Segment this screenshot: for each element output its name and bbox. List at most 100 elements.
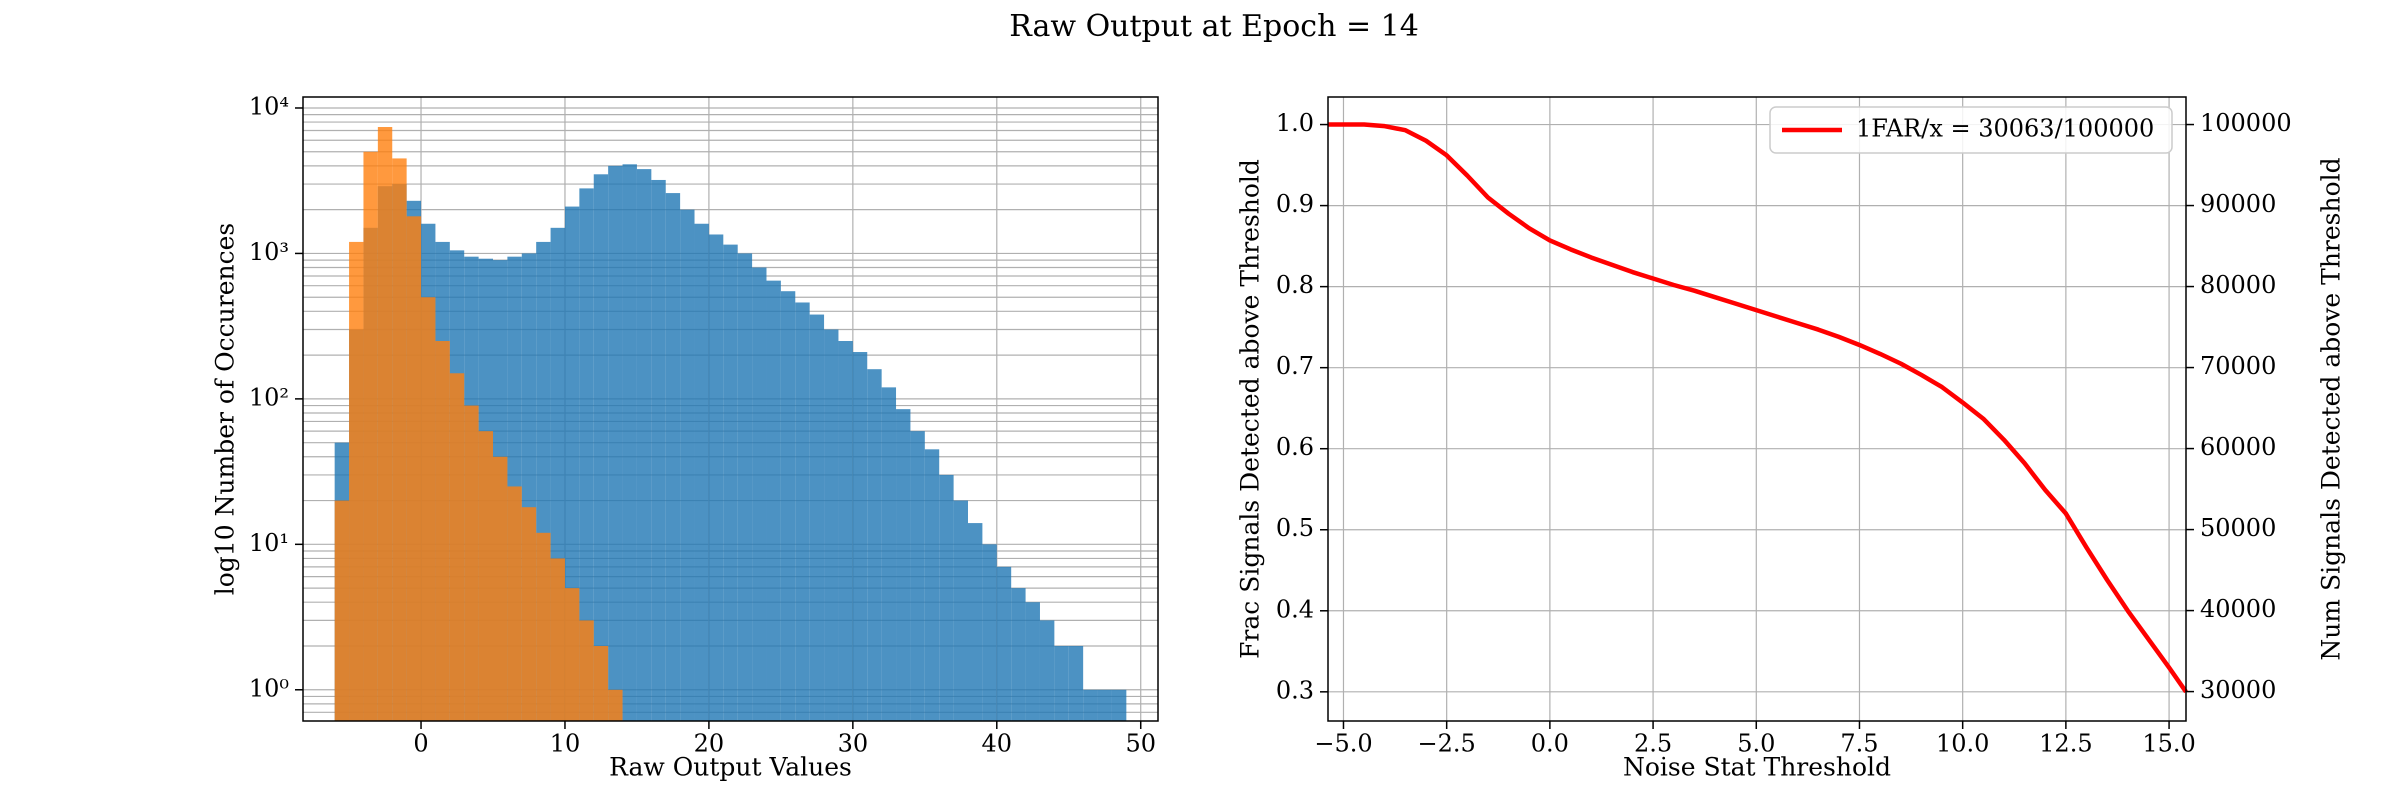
histogram-bar (809, 314, 825, 721)
histogram-bar (665, 193, 681, 722)
y-tick-label: 0.5 (1276, 514, 1314, 542)
histogram-bar (550, 558, 565, 721)
histogram-bar (579, 620, 594, 721)
histogram-bar (1083, 689, 1098, 721)
y2-tick-label: 90000 (2200, 190, 2276, 218)
bars (334, 127, 1127, 722)
histogram-bar (608, 689, 623, 721)
histogram-bar (579, 188, 594, 721)
y-tick-label: 10² (249, 383, 289, 411)
y-axis-label: Frac Signals Detected above Threshold (1236, 159, 1265, 659)
x-tick-label: 15.0 (2142, 730, 2195, 758)
y2-tick-label: 30000 (2200, 676, 2276, 704)
y-tick-label: 10⁴ (249, 92, 289, 120)
histogram-bar (435, 341, 450, 721)
histogram-bar (896, 409, 911, 721)
legend-label: 1FAR/x = 30063/100000 (1856, 115, 2154, 143)
histogram-bar (406, 216, 422, 721)
histogram-bar (449, 373, 465, 721)
histogram-bar (521, 507, 537, 721)
x-tick-label: 30 (838, 730, 869, 758)
histogram-bar (651, 179, 666, 721)
histogram-bar (464, 405, 479, 721)
histogram-bar (910, 431, 925, 721)
histogram-bar (1039, 620, 1055, 721)
histogram-bar (1011, 588, 1026, 721)
histogram-bar (377, 127, 393, 721)
x-tick-label: −5.0 (1314, 730, 1372, 758)
y2-tick-label: 40000 (2200, 595, 2276, 623)
x-tick-label: 12.5 (2039, 730, 2092, 758)
x-tick-label: 7.5 (1840, 730, 1878, 758)
y-tick-label: 0.6 (1276, 433, 1314, 461)
y2-axis-label: Num Signals Detected above Threshold (2317, 157, 2346, 660)
histogram-bar (795, 302, 810, 721)
histogram-bar (593, 645, 609, 721)
histogram-bar (953, 500, 968, 721)
legend-box (1769, 106, 2173, 154)
histogram-bar (1068, 645, 1084, 721)
histogram-bar (867, 369, 882, 721)
histogram-bar (493, 456, 508, 721)
y-tick-label: 0.4 (1276, 595, 1314, 623)
x-tick-label: 5.0 (1737, 730, 1775, 758)
histogram-bar (608, 165, 623, 722)
x-tick-label: 10.0 (1936, 730, 1989, 758)
x-tick-label: 2.5 (1634, 730, 1672, 758)
y-tick-label: 10¹ (249, 529, 289, 557)
histogram-bar (737, 253, 753, 721)
x-axis-label: Raw Output Values (609, 753, 852, 782)
histogram-bar (1025, 602, 1040, 721)
histogram-bar (334, 500, 350, 721)
histogram-bar (939, 474, 954, 721)
histogram-bar (507, 486, 522, 721)
histogram-bar (622, 164, 637, 721)
data-line (1328, 122, 2188, 694)
y2-tick-label: 100000 (2200, 109, 2292, 137)
figure-title: Raw Output at Epoch = 14 (1009, 9, 1419, 44)
histogram-bar (349, 241, 364, 722)
histogram-bar (982, 544, 997, 721)
plot-frame (1327, 96, 2187, 722)
histogram-bar (421, 297, 436, 721)
histogram-bar (1111, 689, 1127, 721)
y2-tick-label: 70000 (2200, 352, 2276, 380)
histogram-bar (780, 291, 796, 721)
histogram-bar (694, 223, 709, 722)
histogram-bar (838, 341, 853, 721)
x-tick-label: 20 (694, 730, 725, 758)
histogram-bar (1097, 689, 1112, 721)
y-tick-label: 10⁰ (249, 674, 289, 702)
histogram-bar (924, 449, 940, 721)
histogram-bar (636, 169, 652, 721)
y-tick-label: 0.8 (1276, 271, 1314, 299)
histogram-bar (723, 244, 738, 722)
histogram-bar (478, 431, 493, 721)
y2-tick-label: 60000 (2200, 433, 2276, 461)
y-tick-label: 0.7 (1276, 352, 1314, 380)
histogram-bar (392, 158, 407, 721)
histogram-bar (996, 566, 1012, 721)
x-tick-label: −2.5 (1418, 730, 1476, 758)
histogram-bar (1054, 645, 1069, 721)
histogram-bar (564, 588, 580, 721)
y-axis-label: log10 Number of Occurences (211, 223, 240, 596)
y2-tick-label: 80000 (2200, 271, 2276, 299)
y-tick-label: 1.0 (1276, 109, 1314, 137)
x-tick-label: 0.0 (1531, 730, 1569, 758)
histogram-bar (536, 532, 551, 721)
plot-frame (302, 96, 1159, 722)
x-tick-label: 50 (1125, 730, 1156, 758)
x-tick-label: 40 (982, 730, 1013, 758)
histogram-bar (881, 387, 897, 721)
x-tick-label: 10 (550, 730, 581, 758)
histogram-bar (852, 352, 868, 721)
histogram-bar (752, 267, 767, 721)
histogram-bar (593, 174, 609, 721)
x-axis-label: Noise Stat Threshold (1623, 753, 1891, 782)
histogram-bar (968, 523, 983, 721)
y-tick-label: 10³ (249, 238, 289, 266)
histogram-bar (363, 151, 378, 721)
